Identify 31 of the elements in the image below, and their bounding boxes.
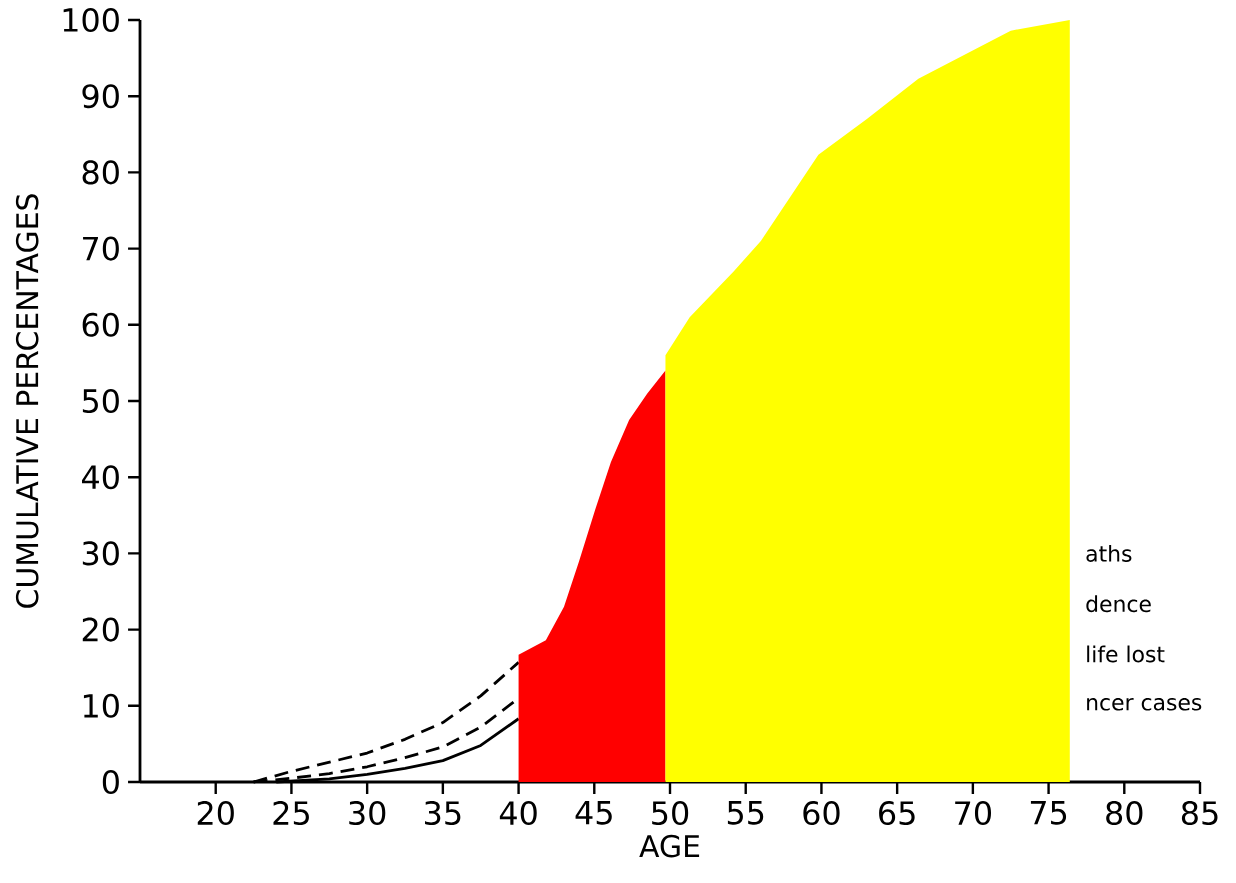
y-tick-label: 100 [63,7,119,33]
x-tick-label: 75 [1030,800,1067,825]
x-tick-label: 70 [955,801,992,826]
annotation: aths [1086,544,1132,562]
x-tick-label: 60 [803,801,840,826]
y-tick-label: 30 [82,541,119,566]
x-tick-label: 85 [1181,801,1218,826]
y-tick-label: 60 [82,312,119,337]
x-axis-title: AGE [639,834,700,858]
y-tick-label: 10 [83,693,119,718]
x-tick-label: 65 [879,801,915,826]
x-tick-label: 40 [499,801,537,826]
annotation: dence [1086,595,1151,613]
y-tick-label: 50 [82,388,119,414]
y-axis-title: CUMULATIVE PERCENTAGES [15,194,39,608]
x-tick-label: 55 [727,800,764,825]
x-tick-label: 20 [197,801,234,826]
annotation: life lost [1087,645,1165,663]
y-tick-label: 80 [82,160,119,185]
annotation: ncer cases [1087,697,1202,711]
x-tick-label: 30 [349,801,386,826]
x-tick-label: 50 [652,801,689,826]
x-tick-label: 80 [1106,801,1143,826]
y-tick-label: 0 [102,769,119,795]
y-tick-label: 20 [82,617,119,642]
y-tick-label: 40 [82,465,119,490]
x-tick-label: 35 [425,801,461,826]
y-tick-label: 90 [82,84,119,109]
y-tick-label: 70 [83,236,119,261]
x-tick-label: 45 [575,800,612,825]
x-tick-label: 25 [273,801,309,826]
